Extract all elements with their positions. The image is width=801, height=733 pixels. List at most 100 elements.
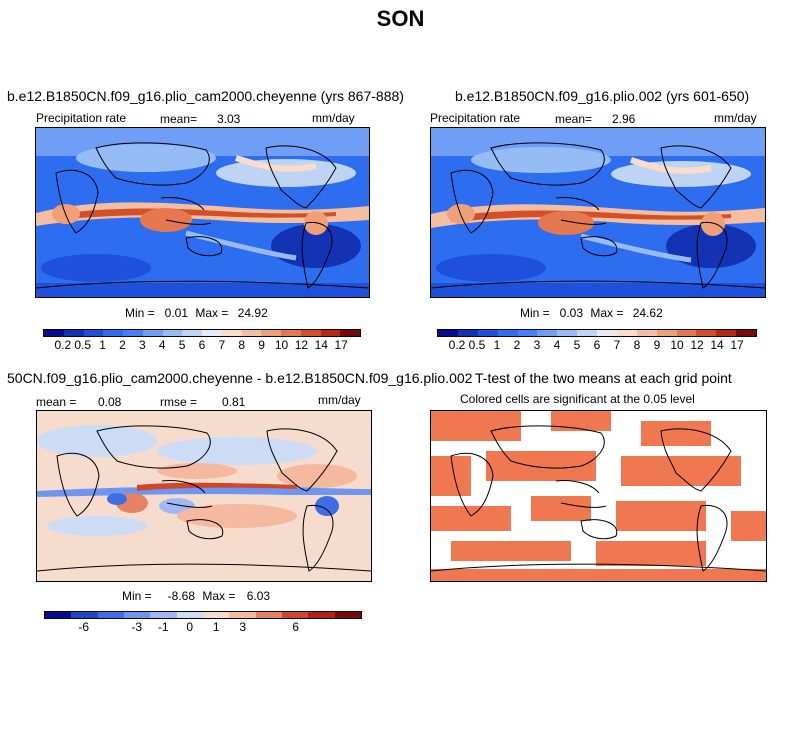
colorbar-swatch xyxy=(300,330,321,336)
panel2-mean-label: mean= xyxy=(555,112,593,126)
colorbar-swatch xyxy=(577,330,597,336)
colorbar-swatch xyxy=(340,330,360,336)
colorbar-tick-label: 12 xyxy=(690,338,704,352)
panel1-title: b.e12.B1850CN.f09_g16.plio_cam2000.cheye… xyxy=(7,88,404,104)
colorbar-swatch xyxy=(616,330,637,336)
panel2-max-label: Max = xyxy=(590,306,624,320)
panel2-precip-map-graphic xyxy=(431,128,765,297)
colorbar-tick-label: 3 xyxy=(139,338,146,352)
colorbar-tick-label: 17 xyxy=(730,338,744,352)
panel3-units: mm/day xyxy=(318,393,361,407)
colorbar-tick-label: 4 xyxy=(158,338,166,352)
colorbar-swatch xyxy=(557,330,578,336)
colorbar-swatch xyxy=(202,612,230,618)
colorbar-swatch xyxy=(517,330,538,336)
panel1-max-value: 24.92 xyxy=(237,306,268,320)
panel1-mean-value: 3.03 xyxy=(217,112,241,126)
colorbar-tick-label: 1 xyxy=(99,338,106,352)
panel3-min-label: Min = xyxy=(122,589,152,603)
colorbar-tick-label: 0.5 xyxy=(74,338,92,352)
colorbar-tick-label: 7 xyxy=(613,338,621,352)
colorbar-swatch xyxy=(182,330,202,336)
colorbar-tick-label: 0.5 xyxy=(468,338,486,352)
panel2-units: mm/day xyxy=(714,111,757,125)
panel2-max-value: 24.62 xyxy=(632,306,663,320)
colorbar-swatch xyxy=(71,612,98,618)
colorbar-tick-label: 0 xyxy=(186,620,194,634)
colorbar-swatch xyxy=(176,612,203,618)
colorbar-tick-label: 6 xyxy=(593,338,601,352)
figure-title: SON xyxy=(376,6,425,31)
panel1-colorbar xyxy=(43,329,361,337)
colorbar-tick-label: 8 xyxy=(633,338,641,352)
panel2-variable-label: Precipitation rate xyxy=(430,111,521,125)
colorbar-swatch xyxy=(736,330,756,336)
panel3-max-label: Max = xyxy=(202,589,236,603)
panel2-min-label: Min = xyxy=(520,306,550,320)
colorbar-tick-label: 2 xyxy=(119,338,126,352)
colorbar-swatch xyxy=(281,330,301,336)
colorbar-tick-label: 0.2 xyxy=(448,338,466,352)
colorbar-tick-label: 5 xyxy=(573,338,581,352)
colorbar-swatch xyxy=(676,330,697,336)
panel1-precip-map-graphic xyxy=(36,128,369,297)
colorbar-tick-label: 9 xyxy=(258,338,265,352)
panel3-colorbar xyxy=(44,611,362,619)
colorbar-tick-label: 6 xyxy=(198,338,206,352)
panel1-map xyxy=(35,127,370,298)
panel2-map xyxy=(430,127,766,298)
colorbar-swatch xyxy=(45,612,72,618)
colorbar-tick-label: 1 xyxy=(493,338,501,352)
panel3-title: 50CN.f09_g16.plio_cam2000.cheyenne - b.e… xyxy=(7,370,473,386)
colorbar-swatch xyxy=(103,330,123,336)
colorbar-tick-label: 12 xyxy=(294,338,309,352)
colorbar-swatch xyxy=(162,330,183,336)
colorbar-swatch xyxy=(229,612,256,618)
colorbar-tick-label: 4 xyxy=(553,338,561,352)
panel3-max-value: 6.03 xyxy=(246,589,271,603)
panel3-map xyxy=(36,410,372,582)
colorbar-tick-label: 1 xyxy=(212,620,220,634)
colorbar-tick-label: -3 xyxy=(131,620,143,634)
panel2-colorbar-ticks: 0.2 0.5 1 2 3 4 5 6 7 8 9 10 12 14 17 xyxy=(437,338,757,352)
colorbar-tick-label: 10 xyxy=(670,338,684,352)
panel3-rmse-label: rmse = xyxy=(160,395,198,409)
colorbar-swatch xyxy=(150,612,177,618)
colorbar-swatch xyxy=(716,330,737,336)
panel3-min-value: -8.68 xyxy=(167,589,196,603)
colorbar-swatch xyxy=(83,330,104,336)
panel4-subtitle: Colored cells are significant at the 0.0… xyxy=(460,392,695,406)
colorbar-swatch xyxy=(497,330,518,336)
colorbar-swatch xyxy=(281,612,309,618)
colorbar-tick-label: 17 xyxy=(334,338,348,352)
panel2-title: b.e12.B1850CN.f09_g16.plio.002 (yrs 601-… xyxy=(455,88,750,104)
colorbar-swatch xyxy=(123,330,143,336)
panel2-colorbar xyxy=(437,329,757,337)
panel3-mean-value: 0.08 xyxy=(98,395,122,409)
colorbar-tick-label: 10 xyxy=(274,338,289,352)
panel1-min-label: Min = xyxy=(125,306,155,320)
colorbar-swatch xyxy=(696,330,717,336)
panel4-title: T-test of the two means at each grid poi… xyxy=(475,370,732,386)
colorbar-swatch xyxy=(123,612,151,618)
panel3-mean-label: mean = xyxy=(36,395,77,409)
colorbar-swatch xyxy=(537,330,558,336)
panel3-rmse-value: 0.81 xyxy=(222,395,246,409)
colorbar-tick-label: 5 xyxy=(178,338,186,352)
colorbar-swatch xyxy=(636,330,657,336)
colorbar-tick-label: 8 xyxy=(238,338,246,352)
panel4-map xyxy=(430,410,767,582)
colorbar-swatch xyxy=(255,612,282,618)
colorbar-swatch xyxy=(308,612,335,618)
colorbar-tick-label: 0.2 xyxy=(54,338,72,352)
colorbar-swatch xyxy=(202,330,222,336)
panel1-variable-label: Precipitation rate xyxy=(36,111,127,125)
colorbar-tick-label: 3 xyxy=(239,620,247,634)
colorbar-swatch xyxy=(97,612,124,618)
colorbar-swatch xyxy=(656,330,677,336)
colorbar-swatch xyxy=(334,612,361,618)
colorbar-tick-label: 6 xyxy=(292,620,300,634)
panel1-min-value: 0.01 xyxy=(164,306,189,320)
colorbar-swatch xyxy=(261,330,281,336)
panel3-colorbar-ticks: -6 -3 -1 0 1 3 6 xyxy=(44,620,362,634)
